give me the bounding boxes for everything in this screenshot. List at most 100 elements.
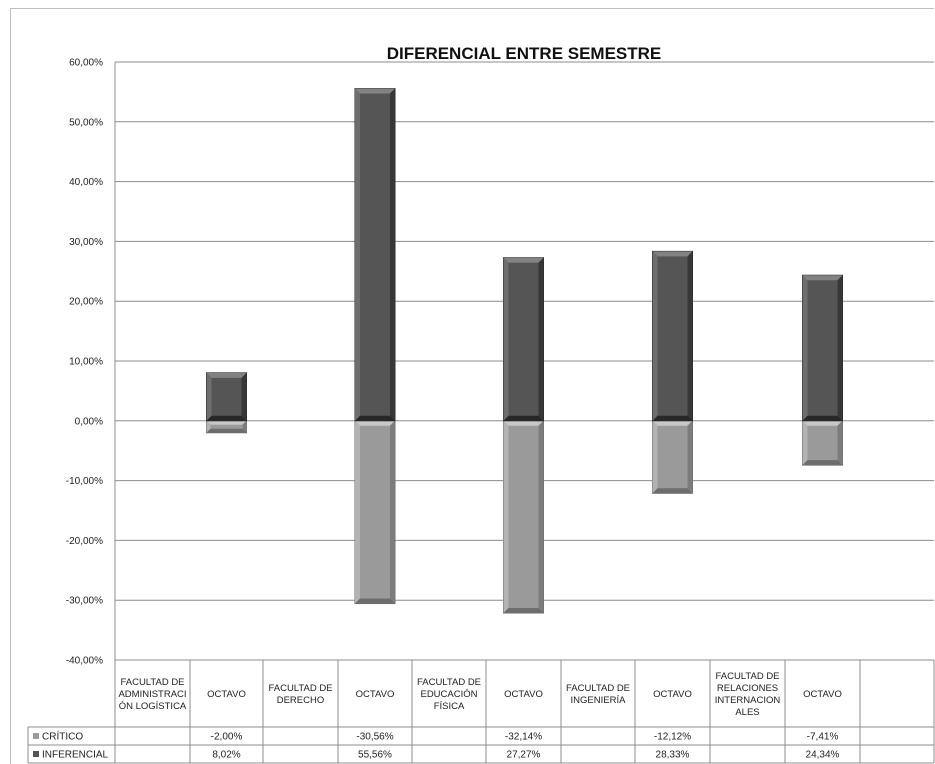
chart-title: DIFERENCIAL ENTRE SEMESTRE — [387, 44, 662, 63]
category-label: FACULTAD DE EDUCACIÓN FÍSICA — [417, 677, 481, 712]
bar-inferencial-bevel-top — [652, 251, 693, 257]
bar-inferencial-bevel-right — [241, 372, 247, 421]
category-label-line: ADMINISTRACI — [118, 689, 186, 700]
y-axis-ticks: 60,00% 50,00% 40,00% 30,00% 20,00% 10,00% 0,00… — [66, 58, 103, 667]
bar-critico — [503, 420, 544, 614]
bar-critico-body — [503, 420, 544, 614]
bars — [206, 88, 843, 614]
bar-inferencial-bevel-left — [206, 372, 212, 421]
chart-frame — [10, 8, 934, 764]
bar-critico-bevel-top — [206, 420, 247, 425]
bar-critico-body — [354, 420, 396, 605]
y-tick-label: -40,00% — [66, 656, 103, 667]
bar-critico — [802, 420, 843, 466]
category-label-line: OCTAVO — [803, 689, 842, 700]
data-label: -2,00% — [211, 732, 243, 743]
category-label: FACULTAD DE RELACIONES INTERNACION ALES — [715, 671, 781, 718]
bar-critico-bevel-left — [355, 420, 360, 604]
y-tick-label: -30,00% — [66, 596, 103, 607]
bar-inferencial-bevel-left — [652, 251, 658, 421]
bar-inferencial-bevel-left — [802, 275, 808, 421]
y-tick-label: 20,00% — [69, 297, 103, 308]
bar-critico-bevel-bottom — [802, 460, 843, 466]
bar-inferencial-bevel-top — [206, 372, 247, 378]
bar-inferencial-body — [652, 250, 693, 422]
category-label-line: OCTAVO — [207, 689, 246, 700]
bar-inferencial-bevel-right — [538, 257, 544, 421]
data-label: -30,56% — [356, 732, 393, 743]
bar-inferencial-bevel-right — [687, 251, 693, 421]
y-tick-label: 10,00% — [69, 357, 103, 368]
category-label-line: FÍSICA — [434, 701, 465, 712]
bar-critico-bevel-bottom — [206, 428, 247, 433]
bar-inferencial-bevel-bottom — [652, 415, 693, 421]
y-tick-label: -20,00% — [66, 536, 103, 547]
bar-inferencial — [206, 372, 247, 422]
bar-inferencial — [652, 250, 693, 422]
bar-critico-bevel-top — [802, 420, 843, 426]
category-label: FACULTAD DE INGENIERÍA — [566, 683, 630, 706]
category-label-line: FACULTAD DE — [417, 677, 481, 688]
bar-inferencial-body — [802, 274, 843, 422]
category-label: OCTAVO — [653, 689, 692, 700]
bar-critico-bevel-right — [837, 420, 843, 466]
legend-key-inferencial — [33, 751, 39, 757]
bar-inferencial-bevel-right — [390, 88, 395, 421]
bar-critico-body — [652, 420, 693, 494]
bar-inferencial-bevel-left — [355, 88, 360, 421]
category-label-line: FACULTAD DE — [120, 677, 184, 688]
category-label-line: OCTAVO — [653, 689, 692, 700]
category-label-line: DERECHO — [277, 695, 325, 706]
category-label-line: FACULTAD DE — [715, 671, 779, 682]
category-label-line: OCTAVO — [356, 689, 395, 700]
data-label: -32,14% — [505, 732, 542, 743]
category-label-line: ÓN LOGÍSTICA — [119, 701, 187, 712]
bar-critico-bevel-right — [390, 420, 395, 604]
series-name: INFERENCIAL — [42, 750, 109, 761]
bar-inferencial-bevel-top — [802, 275, 843, 281]
y-tick-label: -10,00% — [66, 476, 103, 487]
bar-critico-bevel-right — [538, 420, 544, 613]
category-label: FACULTAD DE ADMINISTRACI ÓN LOGÍSTICA — [118, 677, 186, 712]
bar-critico-bevel-left — [802, 420, 808, 466]
y-tick-label: 50,00% — [69, 117, 103, 128]
bar-inferencial-body — [206, 372, 247, 422]
category-label-line: OCTAVO — [504, 689, 543, 700]
bar-inferencial-body — [503, 257, 544, 422]
bar-critico — [354, 420, 396, 605]
bar-critico — [652, 420, 693, 494]
legend-key-critico — [33, 733, 39, 739]
series-name: CRÍTICO — [42, 730, 83, 743]
bar-inferencial — [354, 88, 396, 422]
bar-inferencial-bevel-bottom — [503, 415, 544, 421]
data-label: 24,34% — [806, 750, 840, 761]
data-label: 8,02% — [212, 750, 240, 761]
y-tick-label: 60,00% — [69, 58, 103, 69]
y-tick-label: 40,00% — [69, 177, 103, 188]
category-label-line: EDUCACIÓN — [420, 689, 477, 700]
bar-critico-body — [802, 420, 843, 466]
bar-critico-bevel-left — [503, 420, 509, 613]
data-label: 27,27% — [507, 750, 541, 761]
category-label: FACULTAD DE DERECHO — [268, 683, 332, 706]
bar-critico-bevel-left — [652, 420, 658, 494]
bar-critico-bevel-top — [503, 420, 544, 426]
bar-inferencial-bevel-bottom — [206, 415, 247, 421]
bar-critico-bevel-top — [355, 420, 395, 426]
bar-inferencial — [503, 257, 544, 422]
category-label: OCTAVO — [803, 689, 842, 700]
category-label: OCTAVO — [356, 689, 395, 700]
category-label-line: RELACIONES — [717, 683, 778, 694]
category-label-line: FACULTAD DE — [268, 683, 332, 694]
bar-inferencial-bevel-bottom — [802, 415, 843, 421]
y-tick-label: 30,00% — [69, 237, 103, 248]
bar-inferencial-bevel-left — [503, 257, 509, 421]
bar-inferencial-body — [354, 88, 396, 422]
category-label-line: FACULTAD DE — [566, 683, 630, 694]
bar-inferencial — [802, 274, 843, 422]
data-label: -7,41% — [807, 732, 839, 743]
y-tick-label: 0,00% — [75, 416, 103, 427]
category-label: OCTAVO — [504, 689, 543, 700]
